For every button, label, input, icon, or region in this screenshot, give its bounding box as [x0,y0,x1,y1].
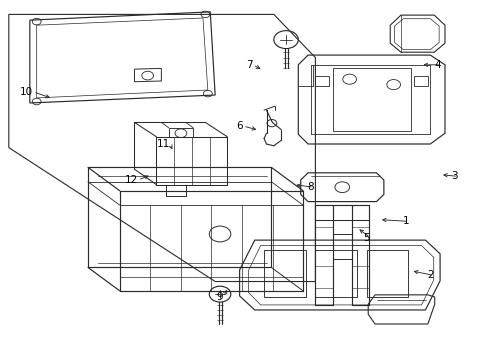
Text: 3: 3 [450,171,457,181]
Text: 7: 7 [245,60,252,70]
Text: 5: 5 [363,233,369,243]
Text: 9: 9 [216,292,223,302]
Text: 1: 1 [402,216,408,226]
Text: 6: 6 [236,121,243,131]
Text: 11: 11 [156,139,169,149]
Text: 2: 2 [426,270,433,280]
Text: 12: 12 [124,175,138,185]
Text: 8: 8 [306,182,313,192]
Text: 10: 10 [20,87,33,97]
Text: 4: 4 [433,60,440,70]
